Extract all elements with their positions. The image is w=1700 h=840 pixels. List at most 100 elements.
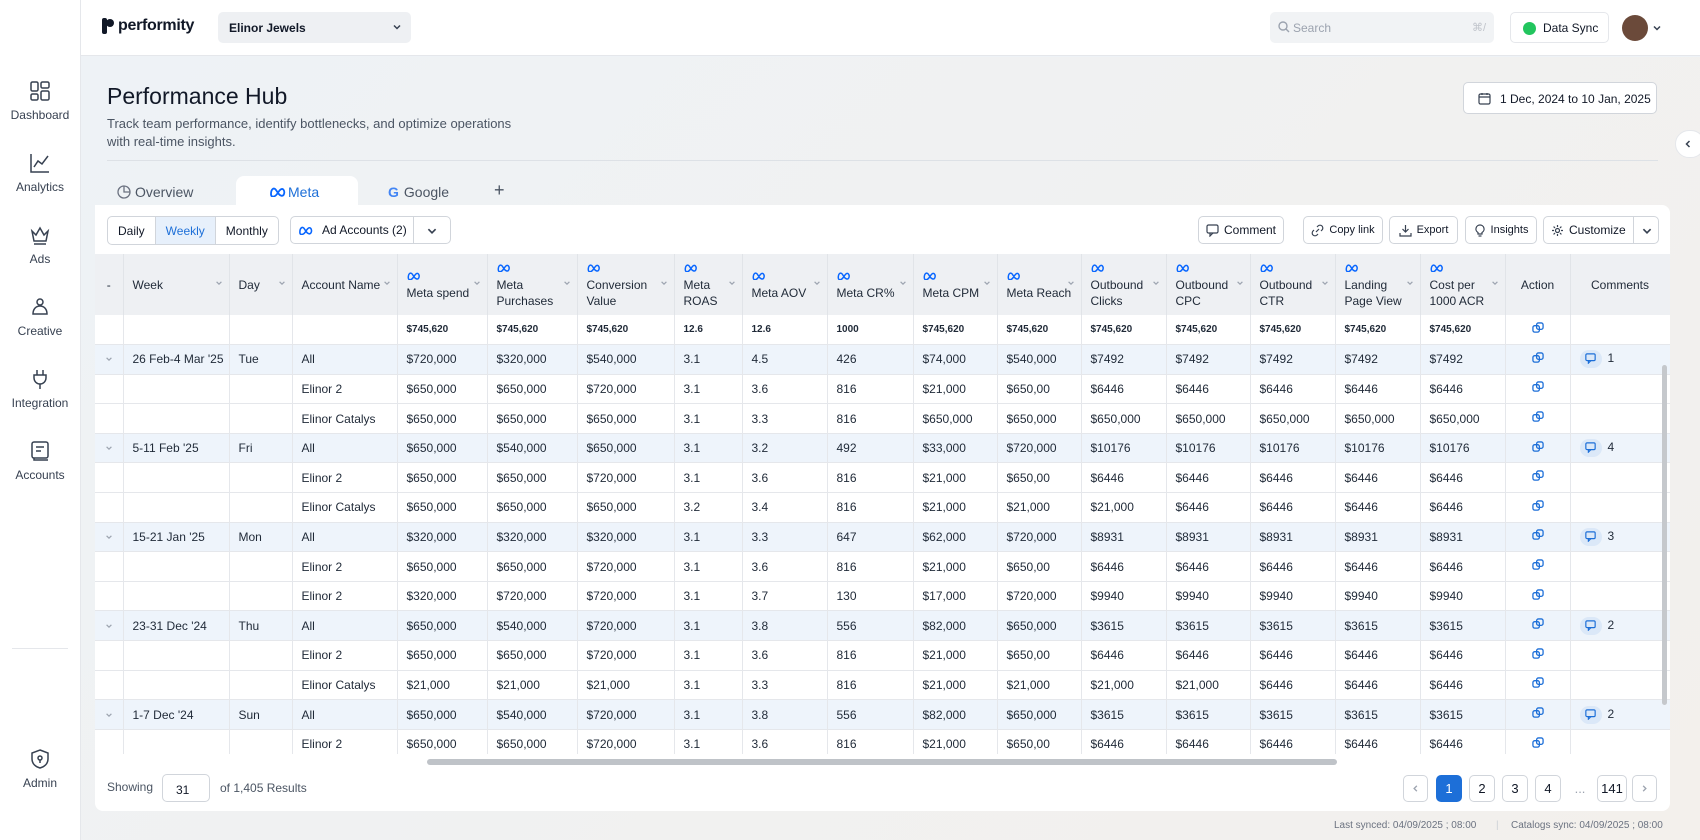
action-cell[interactable] <box>1505 699 1571 730</box>
sort-chevron-icon[interactable] <box>1236 279 1244 287</box>
column-header[interactable]: Landing Page View <box>1335 254 1421 315</box>
column-header[interactable]: Day <box>229 254 293 315</box>
insights-button[interactable]: Insights <box>1465 216 1537 244</box>
link-icon[interactable] <box>1531 440 1544 453</box>
column-header[interactable]: Meta CPM <box>913 254 998 315</box>
link-icon[interactable] <box>1531 618 1544 630</box>
table-row[interactable]: Elinor Catalys $650,000 $650,000 $650,000 3.… <box>95 492 1670 523</box>
sidebar-item-analytics[interactable]: Analytics <box>0 152 80 194</box>
link-icon[interactable] <box>1531 500 1544 512</box>
period-weekly[interactable]: Weekly <box>155 217 216 244</box>
expand-cell[interactable] <box>95 699 124 730</box>
per-page-input[interactable]: 31 <box>162 774 210 802</box>
sort-chevron-icon[interactable] <box>1321 279 1329 287</box>
sort-chevron-icon[interactable] <box>215 279 223 287</box>
brand-select[interactable]: Elinor Jewels <box>218 12 411 43</box>
column-header[interactable]: Outbound CTR <box>1250 254 1336 315</box>
sort-chevron-icon[interactable] <box>1406 279 1414 287</box>
chevron-down-icon[interactable] <box>105 444 113 452</box>
tab-overview[interactable]: Overview <box>117 176 227 206</box>
sort-chevron-icon[interactable] <box>278 279 286 287</box>
search-input[interactable]: Search ⌘/ <box>1270 12 1494 43</box>
comment-badge[interactable] <box>1579 705 1602 724</box>
page-141-button[interactable]: 141 <box>1597 775 1627 802</box>
tab-meta[interactable]: Meta <box>236 176 358 206</box>
action-cell[interactable] <box>1505 551 1571 582</box>
link-icon[interactable] <box>1531 736 1544 749</box>
action-cell[interactable] <box>1505 522 1571 553</box>
column-header[interactable]: Meta spend <box>397 254 488 315</box>
link-icon[interactable] <box>1531 648 1544 660</box>
group-row[interactable]: 15-21 Jan '25 Mon All $320,000 $320,000 $320,… <box>95 522 1670 553</box>
horizontal-scrollbar[interactable] <box>427 759 1337 765</box>
action-cell[interactable] <box>1505 729 1571 754</box>
action-cell[interactable] <box>1505 374 1571 405</box>
group-row[interactable]: 5-11 Feb '25 Fri All $650,000 $540,000 $650,0… <box>95 433 1670 464</box>
expand-cell[interactable] <box>95 433 124 464</box>
link-icon[interactable] <box>1531 707 1544 719</box>
page-3-button[interactable]: 3 <box>1502 775 1528 802</box>
sort-chevron-icon[interactable] <box>563 279 571 287</box>
group-row[interactable]: 1-7 Dec '24 Sun All $650,000 $540,000 $720,00… <box>95 699 1670 730</box>
sidebar-item-integration[interactable]: Integration <box>0 368 80 410</box>
period-monthly[interactable]: Monthly <box>225 224 268 238</box>
table-row[interactable]: Elinor 2 $650,000 $650,000 $720,000 3.1 3.6 81… <box>95 462 1670 494</box>
column-header[interactable]: Outbound Clicks <box>1081 254 1167 315</box>
sort-chevron-icon[interactable] <box>1491 279 1499 287</box>
action-cell[interactable] <box>1505 462 1571 494</box>
sort-chevron-icon[interactable] <box>473 279 481 287</box>
page-4-button[interactable]: 4 <box>1535 775 1561 802</box>
table-row[interactable]: Elinor 2 $650,000 $650,000 $720,000 3.1 3.6 81… <box>95 374 1670 405</box>
chevron-down-icon[interactable] <box>105 355 113 363</box>
action-cell[interactable] <box>1505 640 1571 671</box>
sort-chevron-icon[interactable] <box>813 279 821 287</box>
sort-chevron-icon[interactable] <box>660 279 668 287</box>
column-header[interactable]: Meta CR% <box>827 254 914 315</box>
link-icon[interactable] <box>1531 677 1544 689</box>
sidebar-item-dashboard[interactable]: Dashboard <box>0 80 80 122</box>
chevron-down-icon[interactable] <box>105 622 113 630</box>
link-icon[interactable] <box>1531 381 1544 393</box>
column-header[interactable]: Meta ROAS <box>674 254 743 315</box>
link-icon[interactable] <box>1531 529 1544 541</box>
table-row[interactable]: Elinor 2 $650,000 $650,000 $720,000 3.1 3.6 81… <box>95 640 1670 671</box>
action-cell[interactable] <box>1505 492 1571 523</box>
sidebar-item-creative[interactable]: Creative <box>0 296 80 338</box>
add-tab-button[interactable]: + <box>494 180 505 200</box>
action-cell[interactable] <box>1505 670 1571 701</box>
column-header[interactable]: - <box>95 254 124 315</box>
next-page-button[interactable] <box>1632 775 1657 802</box>
chevron-down-icon[interactable] <box>105 711 113 719</box>
action-cell[interactable] <box>1505 581 1571 612</box>
table-row[interactable]: Elinor Catalys $650,000 $650,000 $650,000 3.… <box>95 403 1670 434</box>
export-button[interactable]: Export <box>1389 216 1458 244</box>
sort-chevron-icon[interactable] <box>1152 279 1160 287</box>
comment-badge[interactable] <box>1579 350 1602 369</box>
avatar[interactable] <box>1622 15 1648 41</box>
link-icon[interactable] <box>1531 559 1544 571</box>
sidebar-item-accounts[interactable]: Accounts <box>0 440 80 482</box>
link-icon[interactable] <box>1531 411 1544 423</box>
group-row[interactable]: 26 Feb-4 Mar '25 Tue All $720,000 $320,000 $5… <box>95 344 1670 375</box>
comment-badge[interactable] <box>1579 439 1602 458</box>
date-range-picker[interactable]: 1 Dec, 2024 to 10 Jan, 2025 <box>1463 82 1657 114</box>
link-icon[interactable] <box>1531 352 1544 364</box>
link-icon[interactable] <box>1531 588 1544 601</box>
sort-chevron-icon[interactable] <box>1067 279 1075 287</box>
link-icon[interactable] <box>1531 470 1544 482</box>
period-daily[interactable]: Daily <box>108 217 156 244</box>
column-header[interactable]: Action <box>1505 254 1571 315</box>
expand-cell[interactable] <box>95 610 124 642</box>
page-2-button[interactable]: 2 <box>1469 775 1495 802</box>
column-header[interactable]: Meta Purchases <box>487 254 578 315</box>
action-cell[interactable] <box>1505 610 1571 642</box>
column-header[interactable]: Cost per 1000 ACR <box>1420 254 1506 315</box>
data-sync-button[interactable]: Data Sync <box>1510 12 1609 43</box>
action-cell[interactable] <box>1505 344 1571 375</box>
customize-button[interactable]: Customize <box>1543 216 1659 244</box>
comment-badge[interactable] <box>1579 527 1602 546</box>
table-row[interactable]: Elinor 2 $650,000 $650,000 $720,000 3.1 3.6 81… <box>95 729 1670 754</box>
sidebar-item-ads[interactable]: Ads <box>0 224 80 266</box>
scrollbar-thumb[interactable] <box>1662 365 1667 705</box>
link-icon[interactable] <box>1531 322 1544 334</box>
